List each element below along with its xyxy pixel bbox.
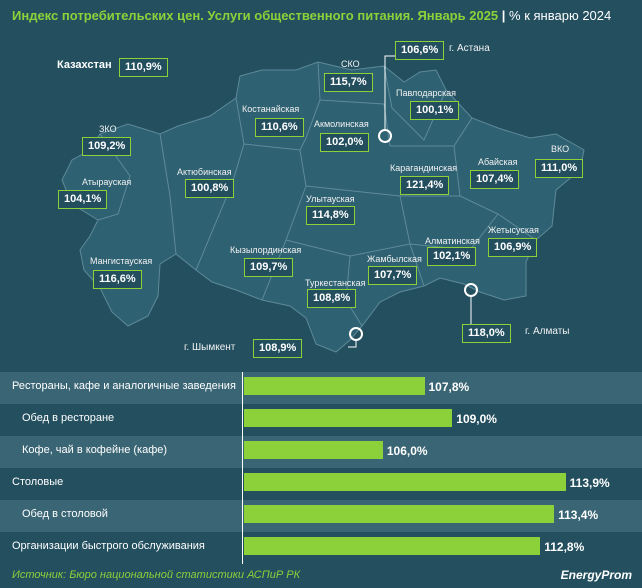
bar-label: Организации быстрого обслуживания [12,540,205,552]
region-name-aktobe: Актюбинская [177,167,232,177]
region-value-vko: 111,0% [535,159,584,178]
bar-row: Обед в столовой 113,4% [0,500,642,532]
bar [244,505,555,523]
page-title: Индекс потребительских цен. Услуги общес… [12,8,611,23]
region-value-almaty-region: 102,1% [427,247,477,266]
bar-label: Рестораны, кафе и аналогичные заведения [12,380,236,392]
region-value-aktobe: 100,8% [185,179,235,198]
region-value-almaty-city: 118,0% [462,324,511,343]
region-value-ulytau: 114,8% [306,206,355,225]
region-value-abay: 107,4% [470,170,520,189]
bar-row: Организации быстрого обслуживания 112,8% [0,532,642,564]
region-value-mangystau: 116,6% [93,270,142,289]
region-name-shymkent: г. Шымкент [184,342,236,353]
region-name-abay: Абайская [478,157,518,167]
region-value-turkestan: 108,8% [307,289,357,308]
bar-label: Кофе, чай в кофейне (кафе) [22,444,168,456]
region-value-zhetysu: 106,9% [488,238,538,257]
bar-label: Столовые [12,476,64,488]
region-name-turkestan: Туркестанская [305,278,366,288]
region-name-kostanay: Костанайская [242,104,300,114]
region-value-pavlodar: 100,1% [410,101,460,120]
bar-value-label: 112,8% [544,540,585,554]
region-name-akmola: Акмолинская [314,119,369,129]
region-value-sko: 115,7% [324,73,373,92]
bar-row: Кофе, чай в кофейне (кафе) 106,0% [0,436,642,468]
bar [244,473,566,491]
bar-label: Обед в столовой [22,508,108,520]
region-name-atyrau: Атырауская [82,177,132,187]
region-name-kyzylorda: Кызылординская [230,245,302,255]
title-separator: | [501,8,506,23]
region-value-atyrau: 104,1% [58,190,108,209]
bar [244,377,425,395]
region-name-vko: ВКО [551,144,570,154]
bar-value-label: 113,9% [569,476,610,490]
region-value-zhambyl: 107,7% [368,266,418,285]
region-name-karaganda: Карагандинская [390,163,458,173]
region-value-shymkent: 108,9% [253,339,303,358]
region-name-sko: СКО [341,59,360,69]
region-name-almaty-region: Алматинская [425,236,480,246]
bar-label: Обед в ресторане [22,412,115,424]
bar [244,537,541,555]
bar [244,409,453,427]
region-value-akmola: 102,0% [320,133,370,152]
bar-value-label: 109,0% [456,412,497,426]
region-name-zhetysu: Жетысуская [488,225,539,235]
source-note: Источник: Бюро национальной статистики А… [12,569,301,581]
bar-value-label: 113,4% [558,508,599,522]
region-name-almaty-city: г. Алматы [525,326,570,337]
bar-row: Рестораны, кафе и аналогичные заведения … [0,372,642,404]
bar-value-label: 107,8% [428,380,470,394]
region-name-zko: ЗКО [99,124,117,134]
bar-row: Столовые 113,9% [0,468,642,500]
region-value-zko: 109,2% [82,137,132,156]
region-value-kostanay: 110,6% [255,118,304,137]
region-name-ulytau: Улытауская [306,194,355,204]
region-value-kyzylorda: 109,7% [244,258,294,277]
kazakhstan-value: 110,9% [119,58,168,77]
title-text: Индекс потребительских цен. Услуги общес… [12,8,499,23]
bar-axis-line [242,372,243,564]
bar-value-label: 106,0% [386,444,428,458]
region-name-astana: г. Астана [449,43,490,54]
bar-chart: Рестораны, кафе и аналогичные заведения … [0,372,642,564]
region-name-pavlodar: Павлодарская [396,88,456,98]
brand-logo: EnergyProm [560,568,632,582]
region-value-karaganda: 121,4% [400,176,450,195]
leader-lines [348,55,472,348]
kazakhstan-label: Казахстан [57,59,112,71]
bar-row: Обед в ресторане 109,0% [0,404,642,436]
region-name-mangystau: Мангистауская [90,256,153,266]
region-name-zhambyl: Жамбылская [367,254,422,264]
bar [244,441,383,459]
footer: Источник: Бюро национальной статистики А… [0,566,642,588]
region-value-astana: 106,6% [395,41,445,60]
title-unit: % к январю 2024 [509,8,612,23]
